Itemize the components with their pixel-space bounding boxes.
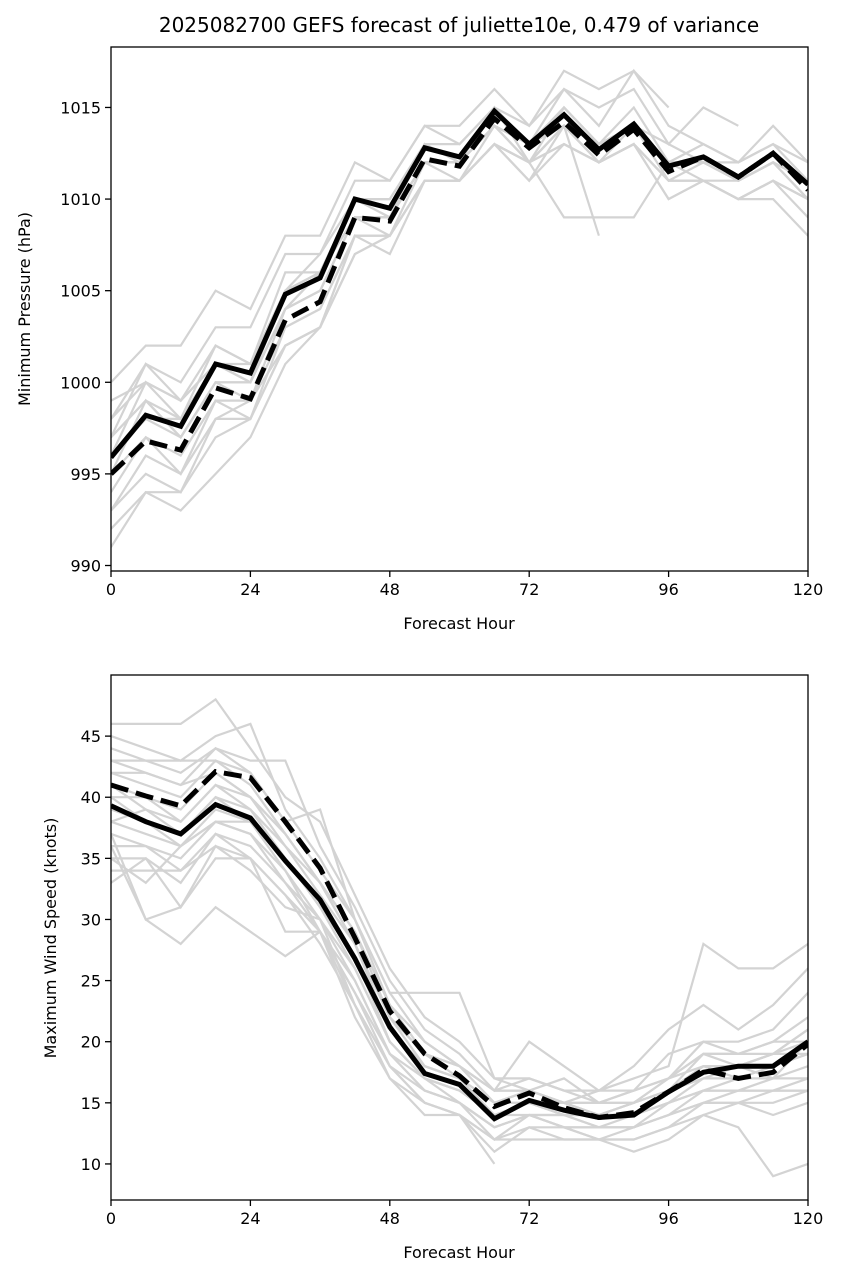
x-axis-label: Forecast Hour bbox=[403, 1243, 515, 1262]
x-axis-label: Forecast Hour bbox=[403, 614, 515, 633]
y-axis-label: Maximum Wind Speed (knots) bbox=[41, 818, 60, 1059]
ensemble-member-line bbox=[111, 722, 808, 1104]
y-tick-label: 1000 bbox=[60, 373, 101, 392]
ensemble-member-line bbox=[111, 123, 600, 512]
plot-area bbox=[111, 697, 808, 1178]
y-tick-label: 45 bbox=[81, 727, 101, 746]
x-tick-label: 120 bbox=[793, 580, 824, 599]
ensemble-member-line bbox=[111, 820, 808, 1129]
ensemble-member-line bbox=[111, 124, 808, 476]
x-tick-label: 24 bbox=[240, 1209, 260, 1228]
ensemble-member-line bbox=[111, 105, 808, 402]
ensemble-member-line bbox=[111, 844, 808, 1154]
ensemble-member-line bbox=[111, 845, 808, 1178]
ensemble-member-line bbox=[111, 832, 808, 1141]
ensemble-member-line bbox=[111, 69, 670, 420]
ensemble-member-line bbox=[111, 124, 808, 439]
weighted-mean-dashed-line bbox=[111, 114, 808, 476]
x-tick-label: 48 bbox=[380, 580, 400, 599]
figure-title: 2025082700 GEFS forecast of juliette10e,… bbox=[159, 13, 759, 37]
x-tick-label: 120 bbox=[793, 1209, 824, 1228]
ensemble-member-line bbox=[111, 697, 808, 1092]
ensemble-member-line bbox=[111, 746, 808, 1104]
y-tick-label: 1015 bbox=[60, 98, 101, 117]
y-tick-label: 15 bbox=[81, 1094, 101, 1113]
ensemble-member-line bbox=[111, 833, 496, 1165]
wind-speed-chart: Forecast Hour Maximum Wind Speed (knots)… bbox=[41, 674, 824, 1262]
axes-frame bbox=[110, 674, 809, 1201]
ensemble-member-line bbox=[111, 142, 808, 530]
x-tick-label: 0 bbox=[106, 580, 116, 599]
plot-area bbox=[111, 68, 808, 548]
y-axis-label: Minimum Pressure (hPa) bbox=[15, 212, 34, 406]
ensemble-member-line bbox=[111, 142, 808, 493]
ensemble-member-line bbox=[111, 820, 808, 1129]
ensemble-member-line bbox=[111, 759, 808, 1105]
y-tick-label: 35 bbox=[81, 849, 101, 868]
weighted-mean-dashed-line bbox=[111, 768, 808, 1121]
ensemble-member-line bbox=[111, 124, 808, 475]
x-tick-label: 72 bbox=[519, 1209, 539, 1228]
x-tick-label: 96 bbox=[658, 1209, 678, 1228]
x-tick-label: 96 bbox=[658, 580, 678, 599]
y-tick-label: 25 bbox=[81, 972, 101, 991]
ensemble-member-line bbox=[111, 124, 808, 420]
x-tick-label: 0 bbox=[106, 1209, 116, 1228]
ensemble-member-line bbox=[111, 759, 808, 1104]
x-tick-label: 48 bbox=[380, 1209, 400, 1228]
y-tick-label: 995 bbox=[70, 465, 101, 484]
y-tick-label: 1005 bbox=[60, 282, 101, 301]
axes-frame bbox=[110, 46, 809, 572]
y-tick-label: 20 bbox=[81, 1033, 101, 1052]
y-tick-label: 990 bbox=[70, 557, 101, 576]
y-tick-label: 1010 bbox=[60, 190, 101, 209]
x-tick-label: 72 bbox=[519, 580, 539, 599]
x-tick-label: 24 bbox=[240, 580, 260, 599]
y-tick-label: 40 bbox=[81, 788, 101, 807]
ensemble-member-line bbox=[111, 747, 808, 1104]
ensemble-member-line bbox=[111, 820, 808, 1129]
y-tick-label: 10 bbox=[81, 1155, 101, 1174]
pressure-chart: Forecast Hour Minimum Pressure (hPa) 0 24… bbox=[15, 46, 824, 633]
y-tick-label: 30 bbox=[81, 910, 101, 929]
mean-line bbox=[111, 801, 808, 1122]
ensemble-member-line bbox=[111, 68, 808, 384]
